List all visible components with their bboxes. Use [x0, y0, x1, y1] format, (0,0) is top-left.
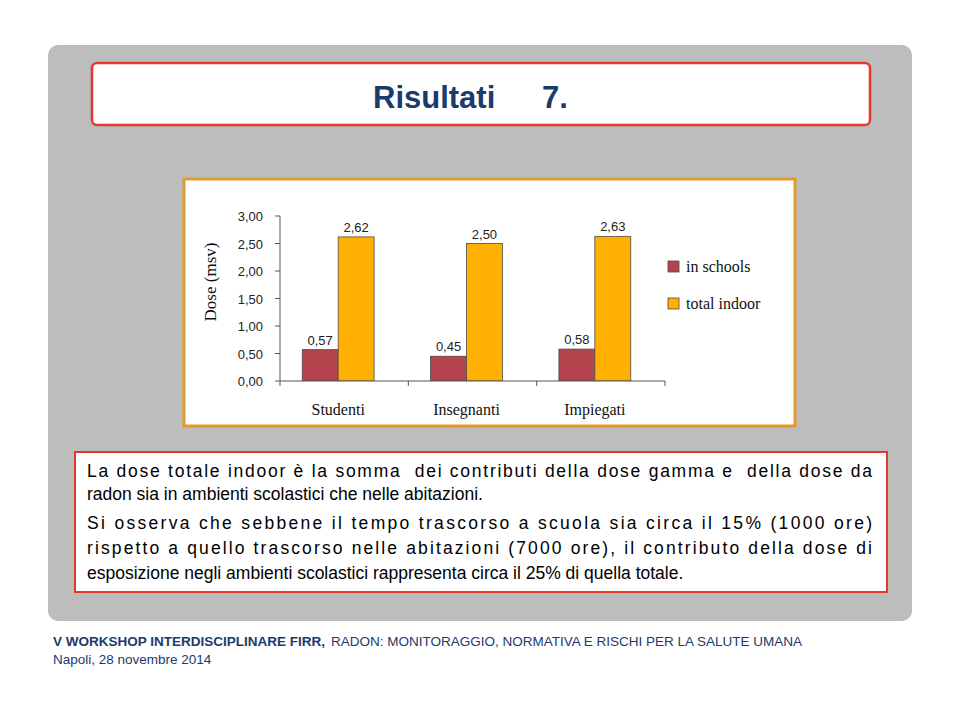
title-box: [92, 63, 870, 125]
y-axis-title: Dose (msv): [201, 243, 220, 322]
paragraph-line: La dose totale indoor è la somma dei con…: [87, 461, 872, 481]
bar: [559, 349, 595, 381]
x-axis: [280, 381, 665, 382]
category-separator: [408, 381, 409, 386]
bar: [595, 236, 631, 381]
legend-swatch: [668, 261, 679, 272]
y-tick-label: 2,50: [238, 237, 263, 252]
y-tick-label: 3,00: [238, 209, 263, 224]
data-label: 0,57: [308, 333, 333, 348]
text-box: [75, 452, 887, 592]
y-tick-label: 0,00: [238, 374, 263, 389]
category-label: Insegnanti: [433, 401, 500, 419]
category-separator: [280, 381, 281, 386]
category-label: Studenti: [311, 401, 365, 418]
title: Risultati 7.: [373, 80, 568, 115]
data-label: 2,50: [472, 227, 497, 242]
slide-background: [48, 45, 912, 621]
bar: [338, 237, 374, 381]
legend-label: in schools: [686, 258, 750, 275]
data-label: 0,45: [436, 339, 461, 354]
y-tick: [275, 216, 280, 217]
footer-place-date: Napoli, 28 novembre 2014: [53, 652, 212, 667]
category-label: Impiegati: [564, 401, 626, 419]
y-tick: [275, 298, 280, 299]
y-tick: [275, 353, 280, 354]
paragraph-line: Si osserva che sebbene il tempo trascors…: [87, 513, 872, 533]
page: Risultati 7. 0,57 0,45 0,58 2,62 2,50 2,63 0,00…: [0, 0, 960, 717]
paragraph-line: esposizione negli ambienti scolastici ra…: [87, 563, 683, 583]
chart-frame: [184, 179, 795, 426]
legend-label: total indoor: [686, 295, 761, 312]
y-tick-label: 1,50: [238, 292, 263, 307]
bar: [467, 244, 503, 382]
legend-swatch: [668, 298, 679, 309]
category-separator: [665, 381, 666, 386]
paragraph-line: radon sia in ambienti scolastici che nel…: [87, 484, 483, 504]
footer-line: V WORKSHOP INTERDISCIPLINARE FIRR, RADON:…: [53, 634, 802, 649]
bar: [431, 356, 467, 381]
footer-topic: RADON: MONITORAGGIO, NORMATIVA E RISCHI …: [331, 634, 802, 649]
y-tick: [275, 381, 280, 382]
y-tick: [275, 271, 280, 272]
bars: [302, 236, 631, 381]
y-tick-label: 0,50: [238, 347, 263, 362]
data-label: 2,62: [343, 220, 368, 235]
paragraph-line: rispetto a quello trascorso nelle abitaz…: [87, 538, 872, 558]
y-tick-label: 2,00: [238, 264, 263, 279]
y-tick-label: 1,00: [238, 319, 263, 334]
category-separator: [536, 381, 537, 386]
y-tick: [275, 326, 280, 327]
data-label: 2,63: [600, 219, 625, 234]
y-tick: [275, 243, 280, 244]
footer-event: V WORKSHOP INTERDISCIPLINARE FIRR,: [53, 634, 325, 649]
data-label: 0,58: [564, 332, 589, 347]
bar: [302, 350, 338, 381]
